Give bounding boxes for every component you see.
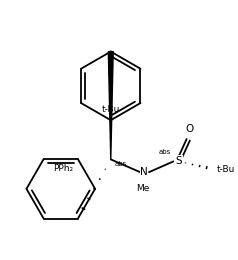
Text: t-Bu: t-Bu (217, 165, 235, 174)
Text: S: S (175, 156, 182, 166)
Text: abs: abs (115, 161, 127, 167)
Text: O: O (185, 124, 193, 134)
Text: N: N (140, 167, 148, 177)
Text: abs: abs (158, 148, 171, 154)
Polygon shape (108, 51, 113, 159)
Text: PPh₂: PPh₂ (53, 164, 73, 173)
Text: Me: Me (136, 184, 150, 193)
Text: t-Bu: t-Bu (102, 105, 120, 114)
